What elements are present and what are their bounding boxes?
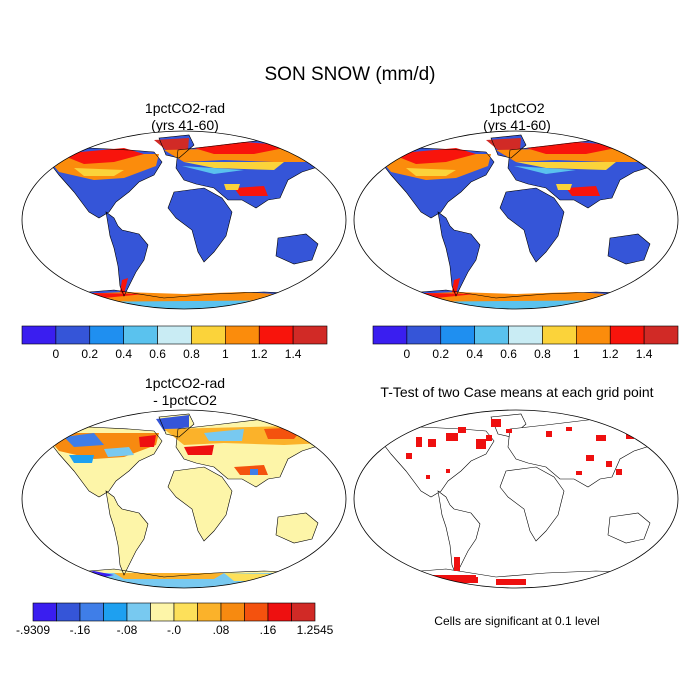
colorbar-tick-label: -.9309 (15, 623, 51, 637)
colorbar-tick-label: .08 (212, 623, 230, 637)
colorbar-swatch (372, 325, 408, 345)
map-panel-3 (21, 409, 347, 589)
colorbar-swatch (474, 325, 509, 345)
colorbar-tick-label: 1.2 (250, 347, 268, 361)
colorbar-swatch (55, 325, 91, 345)
map-panel-2 (353, 130, 679, 310)
colorbar-swatch (173, 602, 198, 622)
colorbar-tick-label: 1.2 (601, 347, 619, 361)
panel-3-title: 1pctCO2-rad - 1pctCO2 (144, 375, 226, 408)
colorbar-swatch (89, 325, 124, 345)
panel-2-title: 1pctCO2 (yrs 41-60) (483, 100, 551, 133)
colorbar-swatch (21, 325, 57, 345)
colorbar-swatch (508, 325, 543, 345)
colorbar-tick-label: 0.4 (466, 347, 483, 361)
colorbar-tick-label: 0.2 (432, 347, 450, 361)
colorbar-swatch (220, 602, 245, 622)
panel-4-title: T-Test of two Case means at each grid po… (380, 384, 654, 400)
map-panel-4 (353, 409, 679, 589)
colorbar-tick-label: 1.2545 (296, 623, 334, 637)
colorbar-swatch (291, 602, 316, 622)
colorbar-tick-label: 1.4 (284, 347, 302, 361)
colorbar-swatch (56, 602, 81, 622)
map-panel-1 (21, 130, 347, 310)
colorbar-tick-label: 1.4 (635, 347, 653, 361)
colorbar-swatch (32, 602, 57, 622)
colorbar-swatch (197, 602, 222, 622)
colorbar-swatch (542, 325, 577, 345)
colorbar-swatch (576, 325, 611, 345)
colorbar-swatch (406, 325, 442, 345)
colorbar-tick-label: 0.6 (500, 347, 517, 361)
colorbar-tick-label: 1 (572, 347, 580, 361)
colorbar-panel-1-labels: 0 0.2 0.4 0.6 0.8 1 1.2 1.4 (0, 347, 700, 363)
colorbar-tick-label: .16 (259, 623, 277, 637)
colorbar-swatch (79, 602, 104, 622)
colorbar-swatch (150, 602, 175, 622)
colorbar-tick-label: 0.4 (115, 347, 132, 361)
colorbar-tick-label: 0.2 (81, 347, 99, 361)
colorbar-swatch (609, 325, 645, 345)
colorbar-panel-1 (21, 325, 328, 345)
colorbar-tick-label: 0.8 (534, 347, 551, 361)
colorbar-swatch (258, 325, 294, 345)
significance-note: Cells are significant at 0.1 level (434, 614, 600, 628)
colorbar-panel-2 (372, 325, 679, 345)
colorbar-swatch (643, 325, 679, 345)
colorbar-panel-3 (32, 602, 316, 622)
colorbar-tick-label: 0.8 (183, 347, 200, 361)
colorbar-tick-label: 1 (221, 347, 229, 361)
figure-title: SON SNOW (mm/d) (264, 64, 436, 85)
colorbar-swatch (440, 325, 475, 345)
panel-1-title: 1pctCO2-rad (yrs 41-60) (144, 100, 226, 133)
colorbar-swatch (244, 602, 269, 622)
colorbar-swatch (191, 325, 226, 345)
colorbar-swatch (157, 325, 192, 345)
colorbar-tick-label: 0.6 (149, 347, 166, 361)
colorbar-tick-label: 0 (52, 347, 60, 361)
colorbar-swatch (103, 602, 128, 622)
colorbar-swatch (267, 602, 292, 622)
colorbar-tick-label: -.16 (69, 623, 91, 637)
colorbar-swatch (123, 325, 158, 345)
colorbar-swatch (126, 602, 151, 622)
colorbar-tick-label: -.08 (116, 623, 138, 637)
colorbar-panel-3-labels: -.9309 -.16 -.08 -.0 .08 .16 1.2545 (0, 623, 700, 639)
colorbar-tick-label: -.0 (166, 623, 182, 637)
colorbar-tick-label: 0 (403, 347, 411, 361)
colorbar-panel-2-labels: 0 0.2 0.4 0.6 0.8 1 1.2 1.4 (0, 347, 700, 363)
colorbar-swatch (225, 325, 260, 345)
colorbar-swatch (292, 325, 328, 345)
